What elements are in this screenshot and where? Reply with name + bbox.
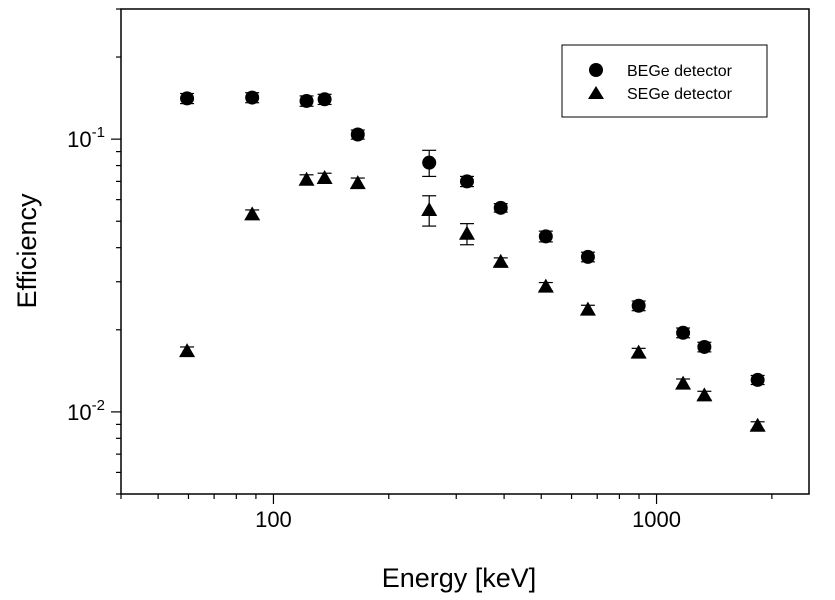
data-point-circle bbox=[676, 325, 691, 340]
legend-box bbox=[561, 44, 768, 118]
data-point-circle bbox=[697, 339, 712, 354]
legend-label-sege: SEGe detector bbox=[627, 86, 733, 103]
data-point-circle bbox=[350, 127, 365, 142]
legend: BEGe detector SEGe detector bbox=[561, 44, 768, 118]
data-point-triangle bbox=[458, 225, 475, 240]
data-point-triangle bbox=[244, 206, 261, 221]
series-sege bbox=[179, 170, 766, 432]
y-tick-base: 10 bbox=[67, 127, 91, 152]
data-point-circle bbox=[750, 372, 765, 387]
data-point-triangle bbox=[579, 301, 596, 316]
data-point-triangle bbox=[179, 343, 196, 358]
y-tick-label: 10-1 bbox=[67, 124, 105, 152]
y-tick-label: 10-2 bbox=[67, 397, 105, 425]
x-tick-label: 1000 bbox=[632, 507, 681, 532]
data-point-triangle bbox=[349, 175, 366, 190]
data-point-triangle bbox=[421, 201, 438, 216]
series-bege bbox=[180, 90, 765, 387]
data-point-circle bbox=[459, 174, 474, 189]
y-tick-base: 10 bbox=[67, 400, 91, 425]
y-tick-exponent: -2 bbox=[92, 397, 105, 414]
y-tick-exponent: -1 bbox=[92, 124, 105, 141]
y-axis-ticks: 10-210-1 bbox=[67, 8, 121, 495]
plot-frame bbox=[120, 8, 810, 495]
data-point-circle bbox=[422, 155, 437, 170]
data-point-circle bbox=[538, 229, 553, 244]
data-point-triangle bbox=[298, 171, 315, 186]
x-tick-label: 100 bbox=[255, 507, 292, 532]
data-point-circle bbox=[317, 92, 332, 107]
data-point-triangle bbox=[492, 253, 509, 268]
data-point-circle bbox=[180, 91, 195, 106]
data-point-triangle bbox=[749, 417, 766, 432]
x-axis-title: Energy [keV] bbox=[382, 563, 537, 593]
legend-label-bege: BEGe detector bbox=[627, 63, 733, 80]
data-point-triangle bbox=[630, 344, 647, 359]
data-point-circle bbox=[493, 200, 508, 215]
legend-marker-bege bbox=[589, 63, 603, 77]
x-axis-ticks: 100 1000 bbox=[120, 494, 773, 532]
data-point-circle bbox=[580, 249, 595, 264]
data-point-triangle bbox=[675, 375, 692, 390]
data-point-triangle bbox=[537, 278, 554, 293]
data-series bbox=[179, 90, 766, 432]
data-point-triangle bbox=[696, 387, 713, 402]
data-point-circle bbox=[631, 298, 646, 313]
data-point-circle bbox=[299, 93, 314, 108]
y-axis-title: Efficiency bbox=[12, 193, 42, 309]
data-point-triangle bbox=[316, 170, 333, 185]
data-point-circle bbox=[245, 90, 260, 105]
legend-marker-sege bbox=[588, 86, 604, 99]
